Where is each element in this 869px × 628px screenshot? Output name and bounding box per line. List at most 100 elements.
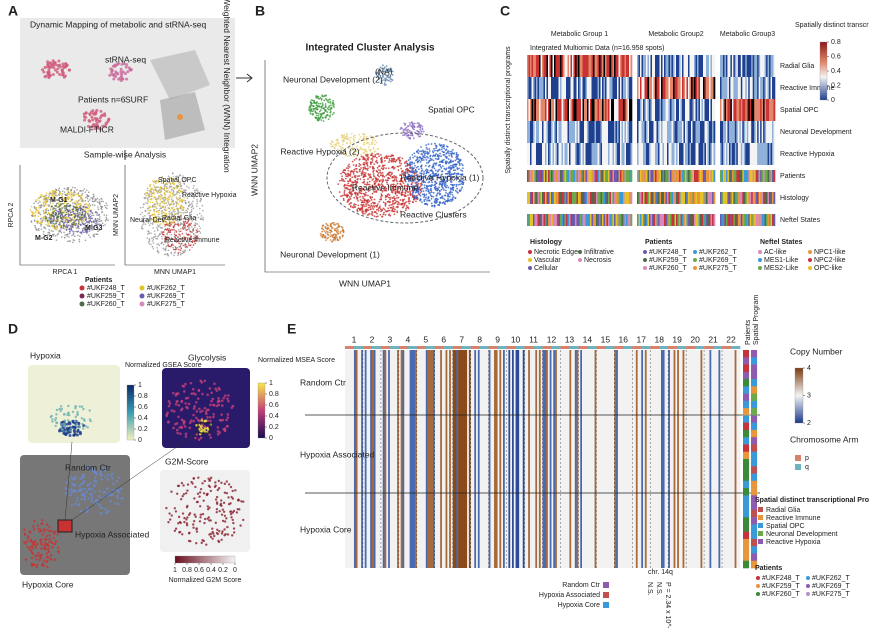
spot — [92, 228, 95, 231]
spot — [394, 208, 396, 211]
spot — [439, 160, 442, 163]
spot — [50, 229, 53, 232]
spot — [428, 148, 431, 150]
spot — [121, 70, 125, 74]
spot — [96, 126, 100, 130]
spot — [67, 196, 70, 198]
spot — [341, 143, 344, 146]
spot — [84, 196, 87, 199]
spot — [427, 156, 429, 159]
spot — [439, 165, 442, 168]
spot — [372, 155, 375, 158]
spot — [420, 201, 423, 204]
stripe — [630, 121, 633, 143]
spot — [193, 184, 195, 187]
spot — [90, 209, 92, 212]
spot — [173, 254, 175, 257]
legend-swatch — [79, 285, 85, 291]
spot — [434, 163, 437, 166]
spot — [184, 225, 187, 227]
spot — [442, 187, 445, 190]
spot — [400, 203, 402, 205]
spot — [375, 208, 378, 211]
spot — [456, 191, 459, 194]
spot — [397, 169, 400, 172]
spot — [157, 209, 159, 212]
spot — [160, 210, 163, 213]
spot — [381, 195, 383, 197]
spot — [151, 201, 154, 204]
spot — [393, 202, 395, 205]
spot — [61, 221, 64, 223]
spot — [164, 183, 166, 186]
spot — [358, 162, 361, 165]
spot — [436, 149, 438, 152]
spot — [361, 170, 364, 172]
spot — [387, 209, 390, 212]
spot — [54, 205, 56, 207]
spot — [91, 123, 95, 127]
spot — [153, 189, 155, 191]
spot — [62, 75, 66, 79]
spot — [139, 206, 142, 209]
spot — [117, 77, 121, 81]
spot — [168, 185, 171, 188]
cluster-label: Reactive Hypoxia — [182, 192, 237, 199]
spot — [365, 209, 368, 212]
spot — [353, 140, 356, 143]
spot — [345, 184, 348, 187]
spot — [153, 186, 155, 188]
spot — [32, 211, 34, 213]
spot — [430, 202, 433, 205]
spot — [371, 167, 374, 170]
spot — [409, 158, 412, 160]
spot — [196, 200, 198, 203]
spot — [399, 128, 402, 130]
spot — [162, 231, 165, 233]
spot — [177, 203, 180, 205]
spot — [379, 213, 382, 216]
spot — [375, 205, 378, 208]
spot — [325, 116, 327, 119]
spot — [142, 206, 144, 208]
spot — [74, 224, 77, 226]
spot — [40, 217, 43, 220]
spot — [461, 186, 464, 189]
spot — [366, 165, 369, 167]
spot — [349, 142, 352, 145]
spot — [406, 135, 408, 137]
spot — [358, 138, 360, 141]
spot — [421, 127, 424, 130]
spot — [322, 224, 325, 227]
panel-label: A — [8, 3, 18, 19]
legend-label: #UKF269_T — [147, 293, 185, 300]
spot — [332, 104, 335, 107]
spot — [78, 238, 80, 241]
spot — [96, 212, 99, 214]
spot — [189, 203, 191, 206]
spot — [349, 192, 351, 195]
spot — [338, 191, 341, 193]
spot — [170, 221, 173, 224]
spot — [103, 214, 106, 216]
spot — [61, 198, 64, 201]
spot — [384, 213, 387, 216]
spot — [84, 215, 86, 218]
spot — [77, 234, 79, 237]
spot — [361, 148, 364, 151]
spot — [376, 170, 379, 173]
spot — [335, 236, 338, 238]
spot — [426, 169, 429, 172]
spot — [189, 231, 192, 233]
spot — [192, 207, 195, 210]
spot — [356, 178, 359, 181]
spot — [317, 114, 320, 117]
spot — [180, 247, 183, 250]
spot — [61, 210, 64, 212]
spot — [429, 154, 432, 157]
spot — [73, 206, 75, 209]
spot — [417, 188, 420, 191]
group-label: M-G2 — [35, 235, 53, 242]
spot — [380, 179, 382, 182]
